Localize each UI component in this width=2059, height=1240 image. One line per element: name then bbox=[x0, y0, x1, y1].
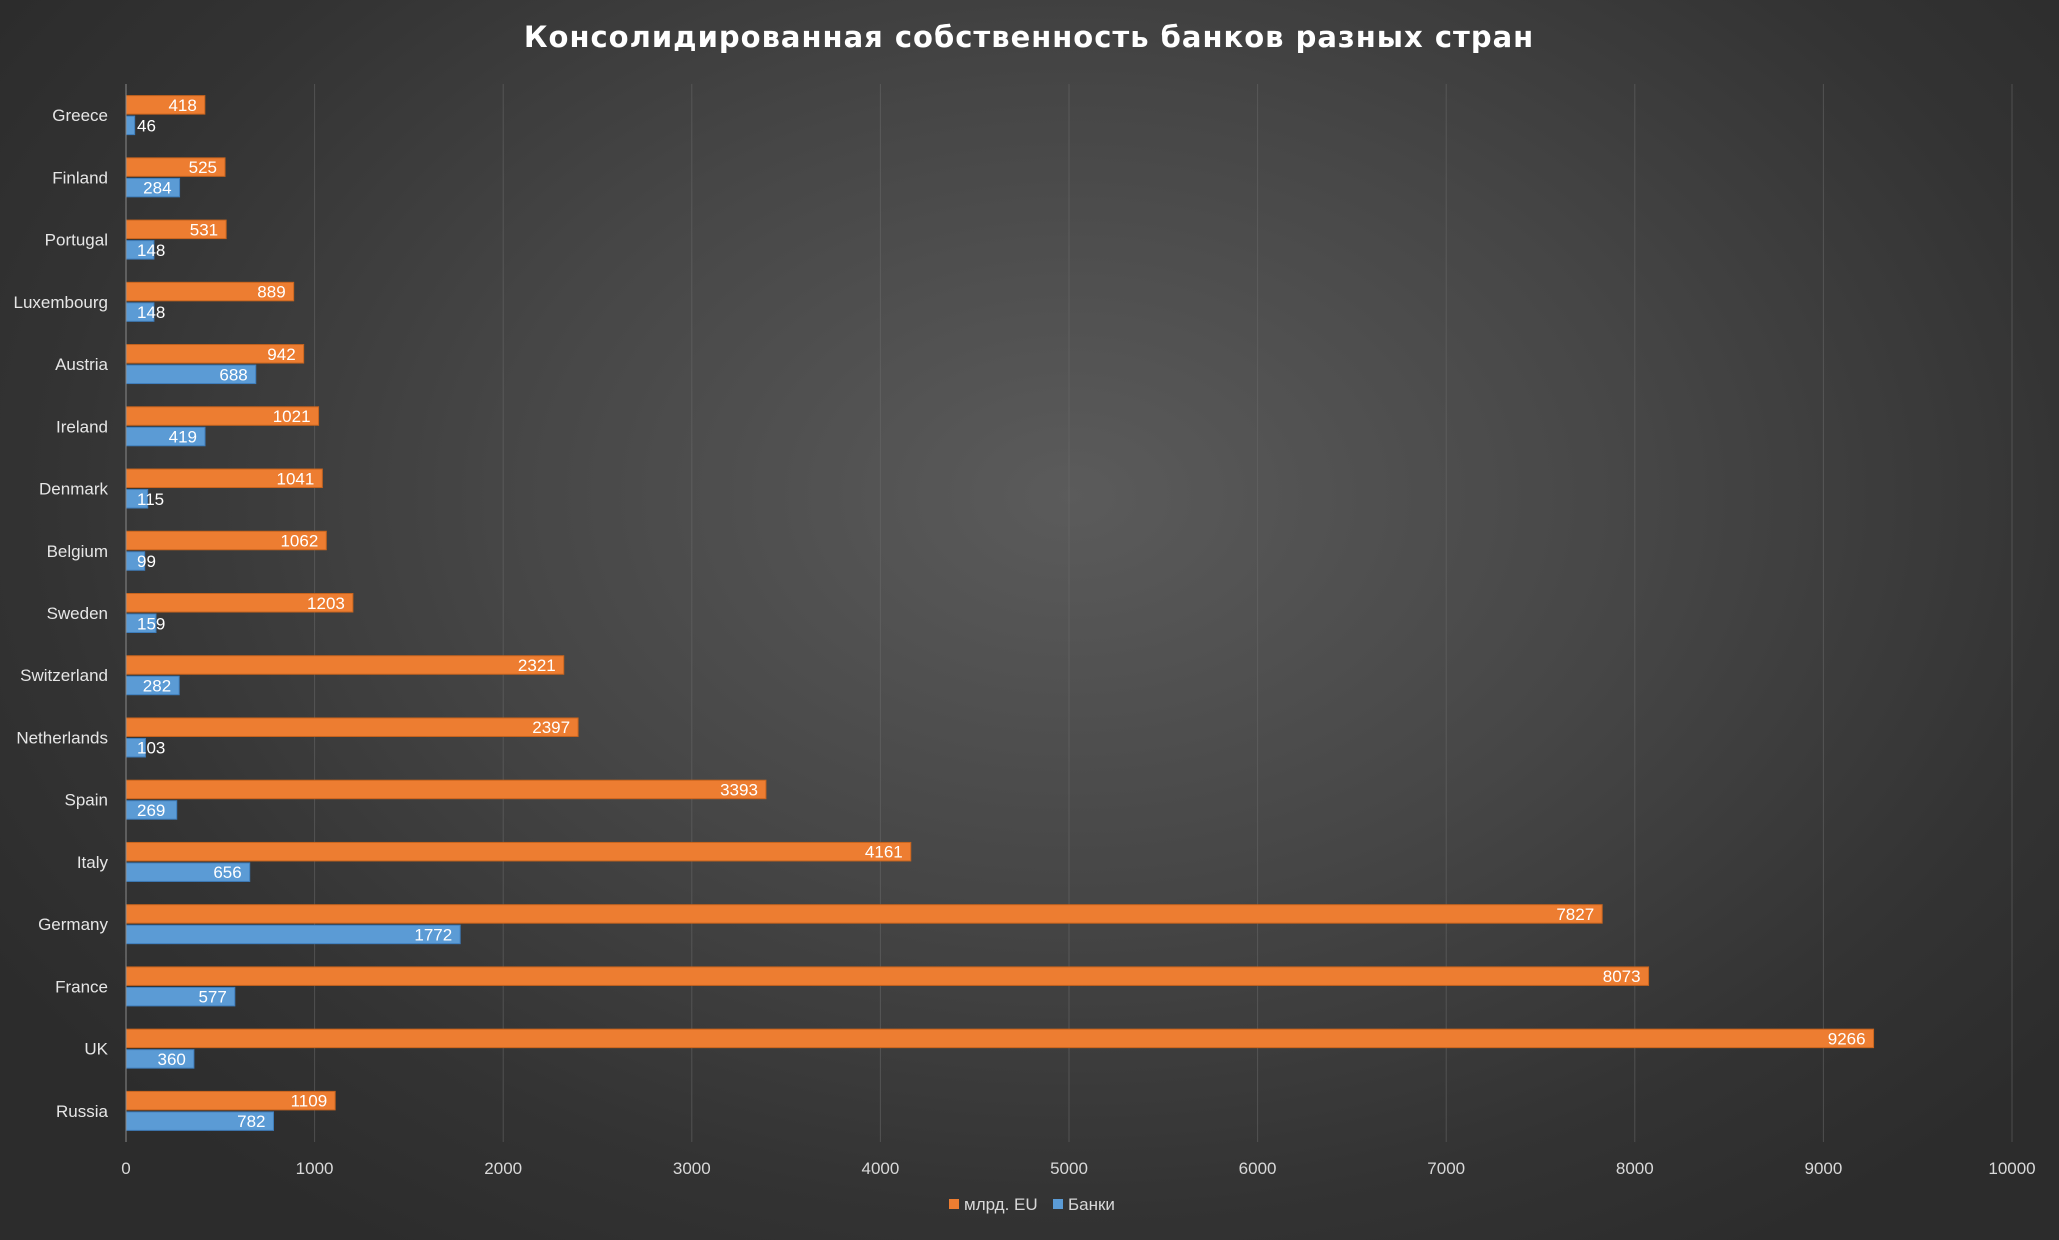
data-label: 418 bbox=[168, 96, 196, 115]
data-label: 99 bbox=[137, 552, 156, 571]
x-tick-label: 10000 bbox=[1988, 1159, 2035, 1178]
category-label: Luxembourg bbox=[13, 293, 108, 312]
data-label: 889 bbox=[257, 283, 285, 302]
data-label: 3393 bbox=[720, 780, 758, 799]
data-label: 159 bbox=[137, 614, 165, 633]
x-tick-label: 5000 bbox=[1050, 1159, 1088, 1178]
data-label: 360 bbox=[158, 1050, 186, 1069]
data-label: 531 bbox=[190, 220, 218, 239]
bar bbox=[125, 904, 1603, 924]
bar bbox=[125, 115, 136, 136]
chart-title: Консолидированная собственность банков р… bbox=[524, 20, 1534, 54]
bar bbox=[125, 924, 461, 945]
legend-entry: млрд. EU bbox=[964, 1195, 1038, 1214]
category-label: Ireland bbox=[56, 417, 108, 436]
data-label: 8073 bbox=[1603, 967, 1641, 986]
data-label: 1041 bbox=[277, 469, 315, 488]
bar bbox=[125, 1028, 1875, 1049]
data-label: 148 bbox=[137, 241, 165, 260]
data-label: 1021 bbox=[273, 407, 311, 426]
category-label: Finland bbox=[52, 168, 108, 187]
x-tick-label: 0 bbox=[121, 1159, 130, 1178]
category-labels: Greece Finland Portugal Luxembourg Austria Ir… bbox=[13, 106, 108, 1121]
data-label: 2321 bbox=[518, 656, 556, 675]
data-label: 282 bbox=[143, 676, 171, 695]
data-label: 1109 bbox=[291, 1092, 328, 1111]
x-tick-label: 3000 bbox=[673, 1159, 711, 1178]
x-tick-label: 2000 bbox=[484, 1159, 522, 1178]
data-labels: 418 46 525 284 531 148 889 148 942 688 1021 419 1041… bbox=[137, 96, 1866, 1131]
category-label: Sweden bbox=[47, 604, 108, 623]
data-label: 284 bbox=[143, 179, 171, 198]
data-label: 656 bbox=[213, 863, 241, 882]
category-label: Portugal bbox=[45, 231, 108, 250]
x-tick-label: 1000 bbox=[296, 1159, 334, 1178]
data-label: 419 bbox=[169, 428, 197, 447]
data-label: 1772 bbox=[414, 925, 452, 944]
category-label: Switzerland bbox=[20, 666, 108, 685]
category-label: Spain bbox=[65, 791, 108, 810]
data-label: 7827 bbox=[1556, 905, 1594, 924]
category-label: Greece bbox=[52, 106, 108, 125]
category-label: Netherlands bbox=[16, 728, 108, 747]
data-label: 1203 bbox=[307, 594, 345, 613]
data-label: 46 bbox=[137, 116, 156, 135]
category-label: UK bbox=[84, 1040, 108, 1059]
x-tick-labels: 0 1000 2000 3000 4000 5000 6000 7000 8000 9000 100… bbox=[121, 1159, 2035, 1178]
category-label: Italy bbox=[77, 853, 109, 872]
x-tick-label: 4000 bbox=[861, 1159, 899, 1178]
category-label: Germany bbox=[38, 915, 108, 934]
data-label: 4161 bbox=[865, 843, 903, 862]
x-tick-label: 6000 bbox=[1239, 1159, 1277, 1178]
category-label: France bbox=[55, 977, 108, 996]
bar bbox=[125, 779, 767, 800]
data-label: 525 bbox=[189, 158, 217, 177]
bar bbox=[125, 655, 565, 675]
data-label: 115 bbox=[137, 490, 164, 509]
data-label: 782 bbox=[237, 1112, 265, 1131]
bar bbox=[125, 841, 912, 862]
data-label: 9266 bbox=[1828, 1029, 1866, 1048]
legend-entry: Банки bbox=[1068, 1195, 1115, 1214]
legend-swatch bbox=[1053, 1199, 1063, 1209]
data-label: 577 bbox=[198, 988, 226, 1007]
legend: млрд. EU Банки bbox=[949, 1195, 1115, 1214]
x-tick-label: 7000 bbox=[1427, 1159, 1465, 1178]
data-label: 103 bbox=[137, 739, 165, 758]
data-label: 269 bbox=[137, 801, 165, 820]
category-label: Denmark bbox=[39, 480, 108, 499]
x-tick-label: 9000 bbox=[1804, 1159, 1842, 1178]
category-label: Austria bbox=[55, 355, 108, 374]
data-label: 1062 bbox=[280, 532, 318, 551]
data-label: 2397 bbox=[532, 718, 570, 737]
category-label: Russia bbox=[56, 1102, 109, 1121]
bars bbox=[125, 95, 1875, 1131]
bar bbox=[125, 717, 579, 737]
bar bbox=[125, 966, 1650, 986]
data-label: 148 bbox=[137, 303, 165, 322]
legend-swatch bbox=[949, 1199, 959, 1209]
data-label: 942 bbox=[267, 345, 295, 364]
gridlines bbox=[314, 84, 2013, 1142]
data-label: 688 bbox=[219, 365, 247, 384]
x-tick-label: 8000 bbox=[1616, 1159, 1654, 1178]
category-label: Belgium bbox=[47, 542, 108, 561]
